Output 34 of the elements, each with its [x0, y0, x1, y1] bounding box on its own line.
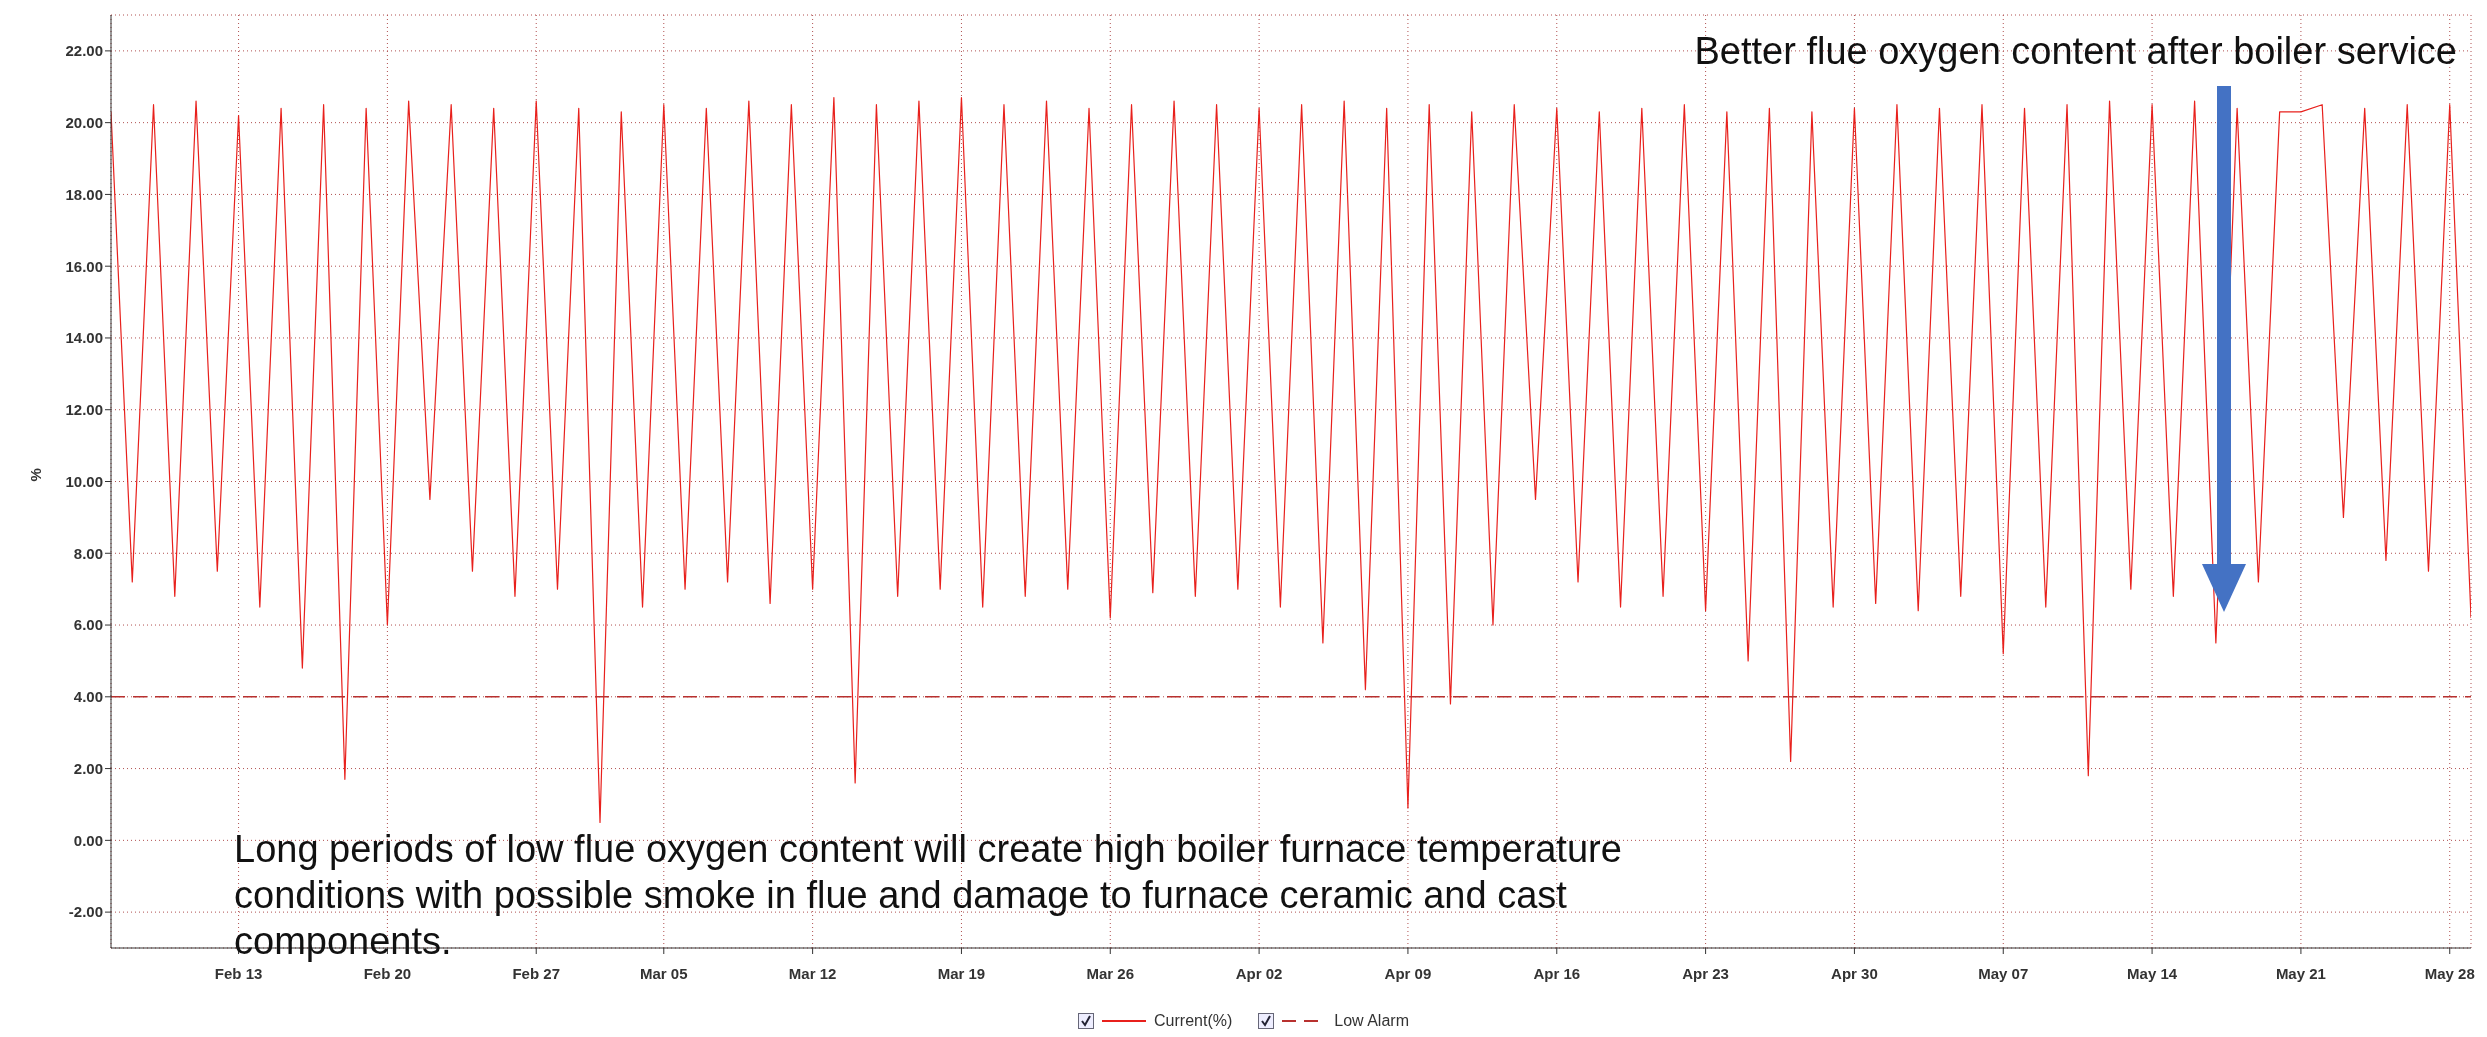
y-tick-label: 0.00 — [73, 831, 103, 849]
y-tick-label: 8.00 — [73, 544, 103, 562]
y-tick-label: 14.00 — [65, 329, 103, 347]
x-tick-label: Feb 13 — [214, 964, 263, 982]
y-tick-label: 12.00 — [65, 401, 103, 419]
y-tick-label: 18.00 — [65, 185, 103, 203]
x-tick-label: Apr 23 — [1682, 964, 1729, 982]
x-tick-label: Feb 20 — [363, 964, 412, 982]
x-tick-label: Apr 16 — [1533, 964, 1581, 982]
x-tick-label: Apr 02 — [1235, 964, 1283, 982]
legend-label: Low Alarm — [1334, 1012, 1409, 1030]
x-tick-label: Apr 30 — [1831, 964, 1878, 982]
x-tick-label: May 07 — [1978, 964, 2029, 982]
annotation: Better flue oxygen content after boiler service — [1694, 30, 2457, 73]
y-tick-label: 4.00 — [73, 688, 103, 706]
y-tick-label: 16.00 — [65, 257, 103, 275]
x-tick-label: Feb 27 — [512, 964, 560, 982]
x-tick-label: May 28 — [2424, 964, 2475, 982]
legend-label: Current(%) — [1154, 1012, 1233, 1030]
x-tick-label: Apr 09 — [1384, 964, 1432, 982]
x-tick-label: Mar 05 — [640, 964, 688, 982]
x-tick-label: May 14 — [2127, 964, 2178, 982]
y-tick-label: 20.00 — [65, 113, 103, 131]
y-tick-label: -2.00 — [68, 903, 103, 921]
x-tick-label: Mar 19 — [937, 964, 986, 982]
x-tick-label: May 21 — [2275, 964, 2326, 982]
y-tick-label: 22.00 — [65, 42, 103, 60]
x-tick-label: Mar 26 — [1086, 964, 1135, 982]
y-tick-label: 10.00 — [65, 472, 103, 490]
annotation: Long periods of low flue oxygen content will create high boiler furnace temperature conditions with possible smoke in flue and damage to furnace ceramic and cast components. — [234, 827, 1623, 964]
y-tick-label: 6.00 — [73, 616, 103, 634]
x-tick-label: Mar 12 — [788, 964, 837, 982]
y-tick-label: 2.00 — [73, 759, 103, 777]
y-axis-title: % — [27, 468, 45, 482]
